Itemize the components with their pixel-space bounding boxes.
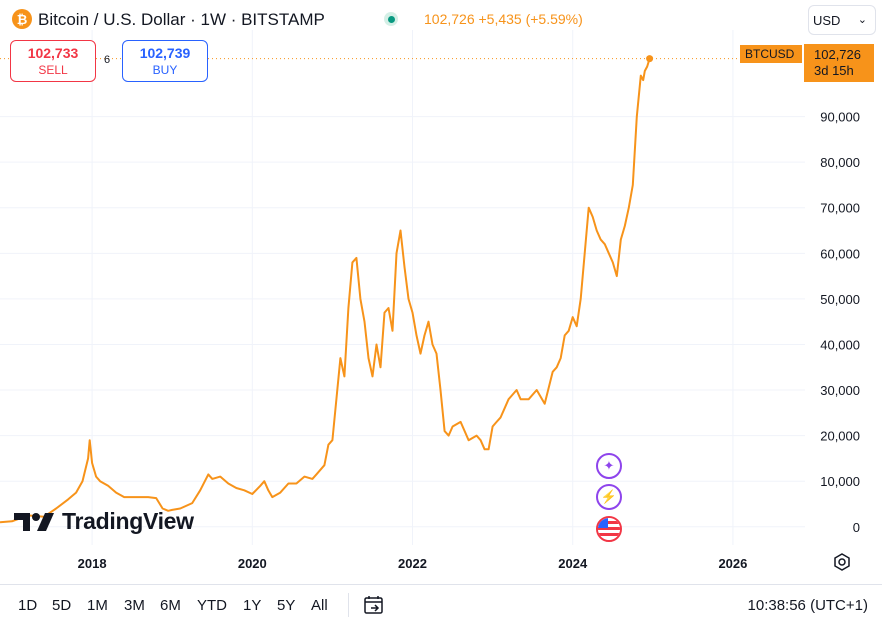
price-series-line (0, 58, 651, 524)
range-1y-button[interactable]: 1Y (243, 597, 262, 614)
range-1d-button[interactable]: 1D (18, 597, 38, 614)
symbol-title[interactable]: Bitcoin / U.S. Dollar · 1W · BITSTAMP (38, 10, 325, 29)
symbol-price-tag: BTCUSD (740, 45, 802, 63)
y-tick-label: 60,000 (820, 246, 860, 261)
chevron-down-icon: ⌄ (857, 14, 867, 26)
sell-button[interactable]: 102,733 SELL (10, 40, 96, 82)
x-tick-label: 2024 (558, 556, 588, 571)
y-tick-label: 40,000 (820, 337, 860, 352)
clock-timezone[interactable]: 10:38:56 (UTC+1) (747, 597, 868, 614)
buy-label: BUY (152, 63, 178, 77)
chart-canvas[interactable]: 0 10,000 20,000 30,000 40,000 50,000 60,000 70,… (0, 0, 882, 584)
calendar-goto-icon[interactable] (362, 593, 386, 617)
x-tick-label: 2018 (78, 556, 107, 571)
tradingview-logo[interactable]: TradingView (14, 508, 194, 535)
x-tick-label: 2026 (718, 556, 747, 571)
sparkle-event-icon[interactable]: ✦ (596, 453, 622, 479)
lightning-event-icon[interactable]: ⚡ (596, 484, 622, 510)
y-tick-label: 70,000 (820, 201, 860, 216)
bottom-toolbar: 1D 5D 1M 3M 6M YTD 1Y 5Y All 10:38:56 (U… (0, 584, 882, 624)
y-tick-label: 90,000 (820, 110, 860, 125)
range-1m-button[interactable]: 1M (87, 597, 108, 614)
range-5d-button[interactable]: 5D (52, 597, 72, 614)
y-tick-label: 50,000 (820, 292, 860, 307)
range-6m-button[interactable]: 6M (160, 597, 181, 614)
y-tick-label: 0 (853, 520, 860, 535)
tradingview-logo-text: TradingView (62, 508, 194, 534)
tradingview-logo-icon (14, 512, 54, 531)
x-tick-label: 2022 (398, 556, 427, 571)
range-ytd-button[interactable]: YTD (197, 597, 227, 614)
last-price-value: 102,726 (814, 47, 861, 62)
currency-select[interactable]: USD ⌄ (808, 5, 876, 35)
price-change-info: 102,726 +5,435 (+5.59%) (424, 11, 583, 27)
currency-value: USD (813, 13, 841, 28)
range-all-button[interactable]: All (311, 597, 328, 614)
sell-label: SELL (38, 63, 68, 77)
sell-price: 102,733 (27, 45, 79, 61)
us-flag-event-icon[interactable] (596, 516, 622, 542)
range-5y-button[interactable]: 5Y (277, 597, 296, 614)
spread-value: 6 (104, 54, 111, 66)
y-tick-label: 80,000 (820, 155, 860, 170)
x-tick-label: 2020 (238, 556, 267, 571)
last-price-tag: 102,726 3d 15h (804, 44, 874, 82)
bar-countdown: 3d 15h (814, 63, 854, 78)
y-tick-label: 20,000 (820, 429, 860, 444)
buy-button[interactable]: 102,739 BUY (122, 40, 208, 82)
buy-price: 102,739 (139, 45, 191, 61)
settings-gear-icon[interactable] (832, 552, 852, 572)
y-tick-label: 30,000 (820, 383, 860, 398)
y-tick-label: 10,000 (820, 474, 860, 489)
bitcoin-icon: ₿ (12, 9, 32, 29)
range-3m-button[interactable]: 3M (124, 597, 145, 614)
last-price-marker (646, 55, 654, 63)
market-open-icon[interactable] (384, 12, 398, 26)
toolbar-divider (348, 593, 349, 617)
